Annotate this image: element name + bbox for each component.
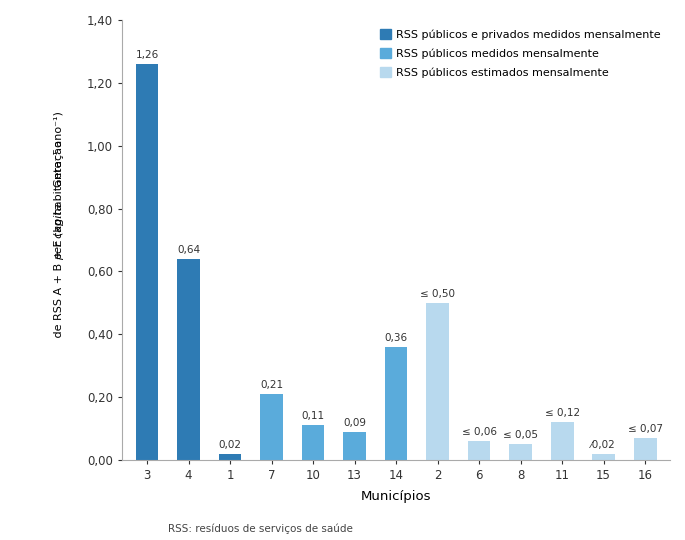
Text: de RSS A + B + E (kg.habitante⁻¹.ano⁻¹): de RSS A + B + E (kg.habitante⁻¹.ano⁻¹): [54, 111, 64, 341]
Text: ⁄0,02: ⁄0,02: [591, 440, 616, 450]
Bar: [426, 303, 449, 460]
Bar: [468, 441, 490, 460]
Text: ≤ 0,05: ≤ 0,05: [503, 430, 538, 440]
Text: 0,02: 0,02: [219, 440, 242, 450]
X-axis label: Municípios: Municípios: [361, 490, 432, 503]
Bar: [136, 64, 158, 460]
Y-axis label: Geração per capita de RSS A + B + E (kg.habitante⁻¹.ano⁻¹): Geração per capita de RSS A + B + E (kg.…: [0, 539, 1, 540]
Text: RSS: resíduos de serviços de saúde: RSS: resíduos de serviços de saúde: [168, 523, 353, 534]
Text: Geração: Geração: [0, 539, 1, 540]
Legend: RSS públicos e privados medidos mensalmente, RSS públicos medidos mensalmente, R: RSS públicos e privados medidos mensalme…: [377, 25, 664, 81]
Text: per capita: per capita: [54, 203, 64, 260]
Text: 0,11: 0,11: [301, 411, 325, 421]
Text: ≤ 0,06: ≤ 0,06: [462, 427, 497, 437]
Bar: [592, 454, 615, 460]
Bar: [343, 432, 366, 460]
Bar: [509, 444, 532, 460]
Bar: [385, 347, 408, 460]
Bar: [219, 454, 242, 460]
Bar: [260, 394, 283, 460]
Text: 1,26: 1,26: [136, 50, 159, 60]
Text: 0,21: 0,21: [260, 380, 283, 390]
Text: ≤ 0,12: ≤ 0,12: [545, 408, 580, 418]
Text: 0,64: 0,64: [177, 245, 200, 255]
Text: Geração: Geração: [54, 137, 64, 187]
Text: ≤ 0,07: ≤ 0,07: [627, 424, 662, 434]
Bar: [634, 438, 656, 460]
Text: 0,09: 0,09: [343, 417, 366, 428]
Bar: [177, 259, 200, 460]
Text: 0,36: 0,36: [384, 333, 408, 343]
Bar: [301, 426, 325, 460]
Bar: [551, 422, 573, 460]
Text: ≤ 0,50: ≤ 0,50: [420, 289, 455, 299]
